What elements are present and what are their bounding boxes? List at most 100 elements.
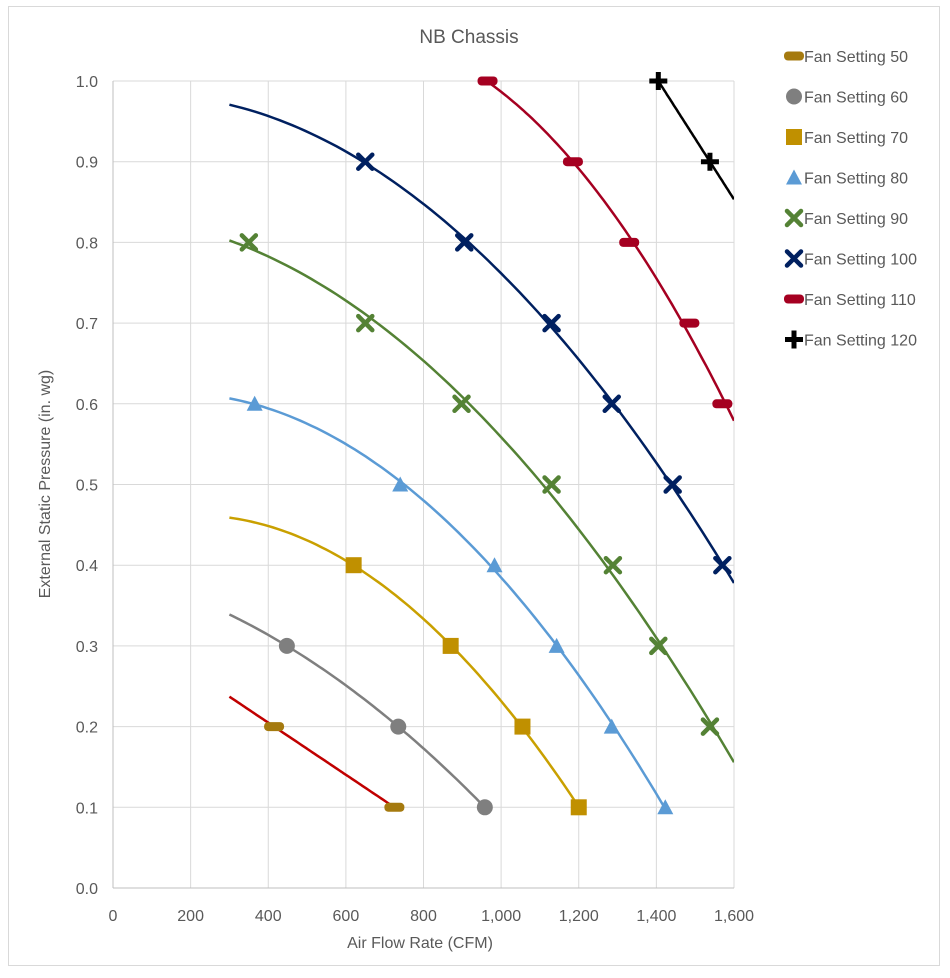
data-point [570,799,587,816]
marker-dash [712,399,733,409]
data-point [679,318,700,328]
trendline-series-2 [228,613,487,809]
marker-square [442,637,459,654]
marker-square [786,129,802,145]
data-point [603,555,623,575]
data-point [384,802,405,812]
marker-x [239,233,259,252]
marker-dash [477,76,498,86]
marker-square [570,799,587,816]
data-point [713,555,732,575]
x-tick-label: 1,200 [559,908,599,925]
gridlines [113,80,735,888]
marker-square [345,557,362,574]
data-point [390,718,407,735]
y-tick-label: 0.8 [76,235,98,252]
marker-triangle [603,718,620,734]
marker-triangle [392,476,409,492]
legend-marker [784,294,804,304]
legend-label: Fan Setting 120 [804,333,917,350]
legend-label: Fan Setting 70 [804,130,908,147]
marker-x [603,555,623,575]
x-tick-label: 800 [410,908,437,925]
marker-x [700,717,720,736]
data-point [356,313,375,333]
trendline-series-6 [229,103,734,584]
marker-dash [784,294,804,304]
data-point [663,475,682,494]
data-point [392,476,409,492]
marker-circle [390,718,407,735]
marker-x [542,475,561,494]
x-tick-label: 0 [109,908,118,925]
data-point [657,799,674,815]
marker-dash [384,802,405,812]
data-point [562,157,583,167]
data-point [246,395,263,411]
marker-plus [785,330,803,349]
y-tick-label: 0.9 [76,155,98,172]
marker-dash [679,318,700,328]
data-point [356,152,375,171]
marker-x [663,475,682,494]
marker-plus [700,152,719,171]
x-tick-label: 1,000 [481,908,521,925]
marker-plus [649,72,668,90]
legend-marker [784,51,804,61]
y-tick-label: 0.2 [76,720,98,737]
marker-triangle [246,395,263,411]
x-tick-label: 600 [333,908,360,925]
y-tick-label: 0.1 [76,800,98,817]
trendline-series-1 [228,695,397,810]
data-point [442,637,459,654]
marker-circle [476,799,493,816]
y-tick-label: 0.3 [76,639,98,656]
marker-dash [784,51,804,61]
trendline-series-8 [655,77,734,200]
legend-label: Fan Setting 90 [804,211,908,228]
marker-x [455,233,474,252]
marker-triangle [786,169,802,185]
marker-x [542,313,561,333]
marker-circle [786,88,802,105]
data-point [649,636,668,656]
data-point [619,237,640,247]
x-tick-label: 400 [255,908,282,925]
marker-x [713,555,732,575]
data-points [239,72,733,816]
y-tick-label: 0.6 [76,397,98,414]
legend-marker [784,208,804,228]
legend-label: Fan Setting 100 [804,252,917,269]
marker-dash [264,722,285,732]
data-point [712,399,733,409]
y-tick-label: 1.0 [76,74,98,91]
marker-x [784,208,804,228]
data-point [514,718,531,735]
data-point [602,394,621,414]
marker-x [452,394,471,414]
legend-label: Fan Setting 60 [804,90,908,107]
legend-marker [786,169,802,185]
chart-frame [8,6,940,966]
data-point [700,717,720,736]
trendline-series-3 [229,516,581,810]
data-point [542,313,561,333]
trendlines [228,77,734,811]
data-point [542,475,561,494]
marker-x [602,394,621,414]
trendline-series-4 [229,397,668,811]
marker-x [356,313,375,333]
marker-triangle [548,637,565,653]
data-point [477,76,498,86]
data-point [345,557,362,574]
y-tick-label: 0.0 [76,881,98,898]
data-point [700,152,719,171]
chart-title: NB Chassis [419,27,518,48]
data-point [548,637,565,653]
y-tick-label: 0.4 [76,558,98,575]
legend: Fan Setting 50 Fan Setting 60 Fan Setting … [784,49,917,350]
data-point [264,722,285,732]
y-tick-label: 0.7 [76,316,98,333]
data-point [239,233,259,252]
marker-dash [562,157,583,167]
